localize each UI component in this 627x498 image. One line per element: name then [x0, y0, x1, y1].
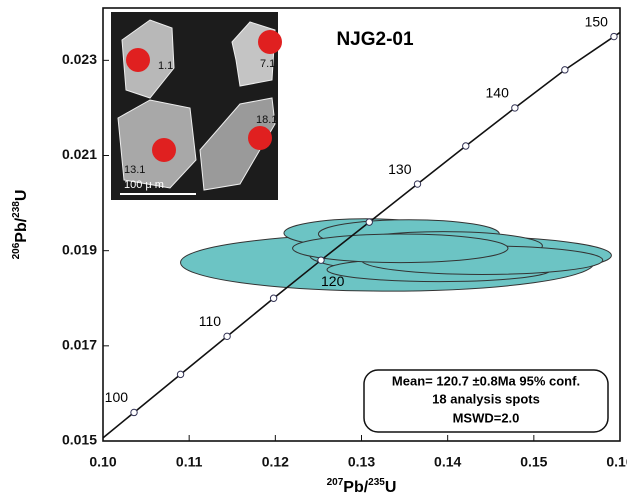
- y-tick-label: 0.017: [62, 337, 97, 353]
- age-label: 130: [388, 161, 412, 177]
- chart-title: NJG2-01: [336, 29, 414, 50]
- x-tick-label: 0.14: [434, 454, 461, 470]
- y-tick-label: 0.019: [62, 241, 97, 257]
- spot-label: 1.1: [158, 60, 173, 72]
- spot: [258, 30, 282, 54]
- label-text: U: [13, 190, 30, 202]
- age-marker: [270, 295, 276, 301]
- label-superscript: 206: [11, 242, 22, 259]
- summary-line: Mean= 120.7 ±0.8Ma 95% conf.: [392, 373, 580, 388]
- inset-image: 1.1 7.1 13.1 18.1 100 μ m: [111, 12, 282, 200]
- spot-label: 18.1: [256, 114, 277, 126]
- x-tick-label: 0.15: [520, 454, 547, 470]
- error-ellipse: [293, 234, 508, 263]
- spot-label: 7.1: [260, 58, 275, 70]
- x-tick-label: 0.16: [606, 454, 627, 470]
- age-marker: [512, 105, 518, 111]
- chart: 0.10 0.11 0.12 0.13 0.14 0.15 0.16 0.015 0.017 0.…: [0, 0, 627, 498]
- y-tick-label: 0.023: [62, 51, 97, 67]
- label-superscript: 235: [368, 477, 385, 488]
- x-tick-label: 0.10: [89, 454, 116, 470]
- age-label: 100: [105, 389, 129, 405]
- age-marker: [224, 333, 230, 339]
- x-axis-label: 207Pb/235U: [327, 477, 397, 497]
- curve-extension: [103, 412, 134, 437]
- summary-line: 18 analysis spots: [432, 391, 540, 406]
- age-marker: [611, 33, 617, 39]
- x-tick-label: 0.12: [262, 454, 289, 470]
- age-label: 120: [321, 273, 345, 289]
- spot-label: 13.1: [124, 164, 145, 176]
- label-text: Pb/: [343, 479, 368, 496]
- y-tick-label: 0.015: [62, 432, 97, 448]
- age-marker: [562, 67, 568, 73]
- spot: [152, 138, 176, 162]
- label-text: Pb/: [13, 217, 30, 242]
- age-marker: [177, 371, 183, 377]
- age-marker: [366, 219, 372, 225]
- summary-line: MSWD=2.0: [453, 410, 520, 425]
- label-superscript: 207: [327, 477, 344, 488]
- age-label: 110: [199, 313, 222, 329]
- label-text: U: [385, 479, 397, 496]
- spot: [248, 126, 272, 150]
- age-marker: [414, 181, 420, 187]
- age-marker: [318, 257, 324, 263]
- label-superscript: 238: [11, 201, 22, 218]
- age-label: 140: [486, 85, 510, 101]
- age-marker: [463, 143, 469, 149]
- x-tick-label: 0.11: [176, 454, 203, 470]
- x-tick-label: 0.13: [348, 454, 375, 470]
- y-axis-label: 206Pb/238U: [11, 190, 31, 260]
- spot: [126, 48, 150, 72]
- y-tick-label: 0.021: [62, 146, 97, 162]
- age-marker: [131, 409, 137, 415]
- scale-label: 100 μ m: [124, 179, 164, 191]
- age-label: 150: [585, 13, 609, 29]
